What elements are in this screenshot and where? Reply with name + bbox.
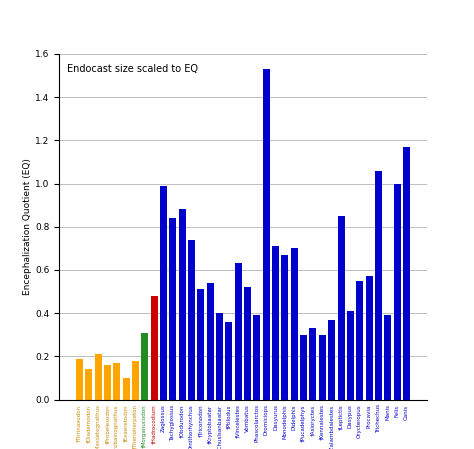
Y-axis label: Encephalization Quotient (EQ): Encephalization Quotient (EQ) [23,158,32,295]
Bar [291,248,298,400]
Bar [319,335,326,400]
Bar [328,320,335,400]
Bar [310,328,317,400]
Bar [113,363,120,400]
Bar [169,218,176,400]
Bar [76,359,83,400]
Bar [403,147,410,400]
Bar [160,186,167,400]
Bar [235,264,242,400]
Bar [123,378,130,400]
Bar [365,277,373,400]
Bar [356,281,363,400]
Bar [254,315,260,400]
Bar [347,311,354,400]
Bar [384,315,391,400]
Bar [244,287,251,400]
Bar [375,171,382,400]
Bar [151,296,158,400]
Bar [207,283,214,400]
Bar [337,216,345,400]
Bar [393,184,401,400]
Bar [95,354,101,400]
Bar [85,370,92,400]
Bar [226,322,232,400]
Bar [188,240,195,400]
Bar [141,333,148,400]
Bar [216,313,223,400]
Bar [197,290,204,400]
Bar [132,361,139,400]
Bar [104,365,111,400]
Bar [282,255,289,400]
Bar [272,246,279,400]
Bar [179,209,186,400]
Bar [263,69,270,400]
Bar [300,335,307,400]
Text: Endocast size scaled to EQ: Endocast size scaled to EQ [66,64,198,74]
